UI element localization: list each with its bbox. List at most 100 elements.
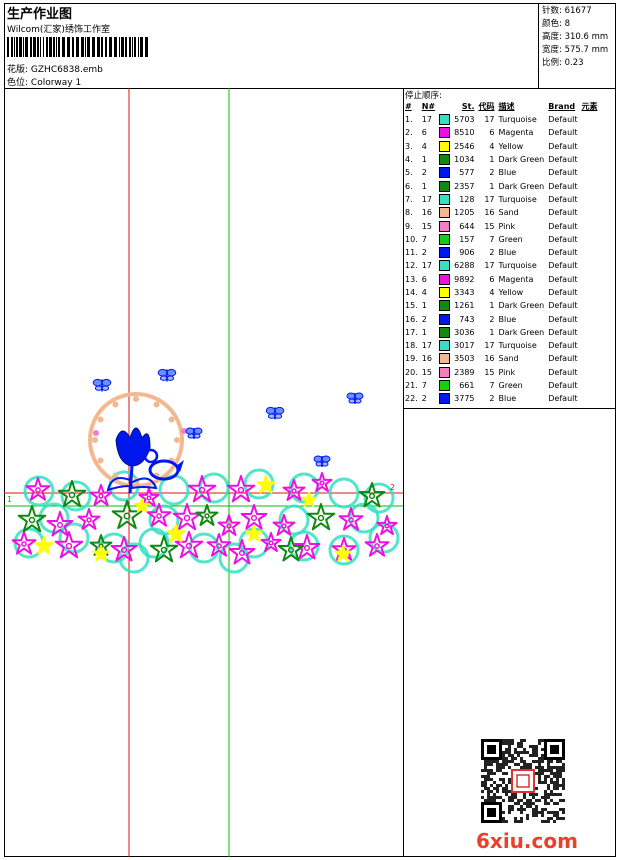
flower-petals [240, 504, 268, 530]
color-swatch-box [439, 366, 451, 378]
qr-module [544, 808, 547, 811]
qr-module [562, 811, 565, 814]
qr-module [532, 814, 535, 817]
qr-module [529, 799, 532, 802]
stop-stitches: 1034 [454, 155, 475, 165]
qr-module [496, 760, 499, 763]
qr-module [556, 775, 559, 778]
stop-row: 5. 2 577 2 Blue Default [403, 166, 600, 179]
barcode-bar [56, 37, 57, 57]
flower-petals [228, 539, 256, 565]
barcode-bar [37, 37, 39, 57]
qr-module [544, 793, 547, 796]
bird-tail [176, 460, 184, 472]
stop-index: 2. [405, 128, 413, 138]
qr-module [490, 769, 493, 772]
butterfly-wing [348, 398, 356, 404]
qr-module [553, 820, 556, 823]
stop-brand: Default [548, 128, 578, 138]
qr-module [544, 778, 547, 781]
butterfly-wing [313, 455, 323, 463]
qr-module [487, 787, 490, 790]
qr-module [520, 799, 523, 802]
qr-module [553, 814, 556, 817]
flower-center [28, 516, 36, 524]
stop-code: 1 [489, 327, 495, 337]
flower-petals [338, 507, 364, 531]
flower-petals [110, 536, 138, 562]
qr-module [553, 802, 556, 805]
qr-module [496, 766, 499, 769]
stop-code: 16 [484, 208, 495, 218]
qr-module [541, 760, 544, 763]
stop-index: 11. [405, 248, 418, 258]
barcode-bar [132, 37, 133, 57]
qr-module [538, 763, 541, 766]
stop-element [580, 379, 600, 392]
qr-module [520, 751, 523, 754]
stop-row: 20. 15 2389 15 Pink Default [403, 366, 600, 379]
stop-row: 2. 6 8510 6 Magenta Default [403, 126, 600, 139]
qr-module [547, 793, 550, 796]
qr-module [484, 799, 487, 802]
bird-head [143, 448, 159, 464]
qr-module [523, 802, 526, 805]
barcode-bar [58, 37, 60, 57]
qr-module [556, 793, 559, 796]
magenta-flower [187, 475, 217, 503]
stop-index: 9. [405, 221, 413, 231]
stop-brand: Default [548, 394, 578, 404]
stop-description: Magenta [498, 274, 534, 284]
stop-index: 14. [405, 288, 418, 297]
clock-pin [181, 428, 187, 434]
qr-module [538, 799, 541, 802]
qr-module [541, 757, 544, 760]
qr-module [496, 796, 499, 799]
stop-index: 10. [405, 234, 418, 244]
yellow-flower [245, 525, 263, 542]
flower-center [317, 514, 325, 522]
flower-petals [217, 514, 241, 536]
clock-dot [92, 437, 98, 443]
qr-module [547, 787, 550, 790]
qr-module [508, 799, 511, 802]
butterfly [185, 427, 203, 439]
qr-module [559, 772, 562, 775]
flower-petals [166, 524, 186, 543]
stop-needle: 15 [421, 367, 432, 377]
stop-row: 1. 17 5703 17 Turquoise Default [403, 113, 600, 126]
qr-module [481, 781, 484, 784]
flower-center [306, 497, 312, 503]
stop-index: 12. [405, 261, 418, 271]
flower-petals [174, 531, 204, 559]
butterfly-wing [101, 385, 110, 391]
stat-stitches: 针数: 61677 [542, 6, 592, 16]
color-swatch [437, 273, 452, 286]
color-swatch-box [439, 380, 451, 392]
qr-module [532, 808, 535, 811]
stop-code: 6 [489, 128, 495, 138]
stop-brand: Default [548, 341, 578, 351]
qr-module [502, 787, 505, 790]
stat-width: 宽度: 575.7 mm [542, 45, 609, 55]
stop-brand: Default [548, 274, 578, 284]
qr-module [508, 745, 511, 748]
flower-center [56, 521, 64, 529]
flower-center [160, 546, 168, 554]
color-swatch [437, 246, 452, 259]
qr-module [520, 820, 523, 823]
qr-module [553, 787, 556, 790]
stop-brand: Default [548, 288, 578, 297]
stop-description: Pink [498, 367, 516, 377]
qr-module [538, 757, 541, 760]
stop-code: 17 [484, 115, 495, 125]
stop-stitches: 644 [459, 221, 475, 231]
flower-petals [277, 536, 305, 562]
qr-module [490, 772, 493, 775]
stop-description: Dark Green [498, 327, 545, 337]
flower-petals [17, 505, 47, 533]
qr-module [535, 766, 538, 769]
qr-module [511, 739, 514, 742]
qr-module [502, 763, 505, 766]
qr-module [487, 772, 490, 775]
